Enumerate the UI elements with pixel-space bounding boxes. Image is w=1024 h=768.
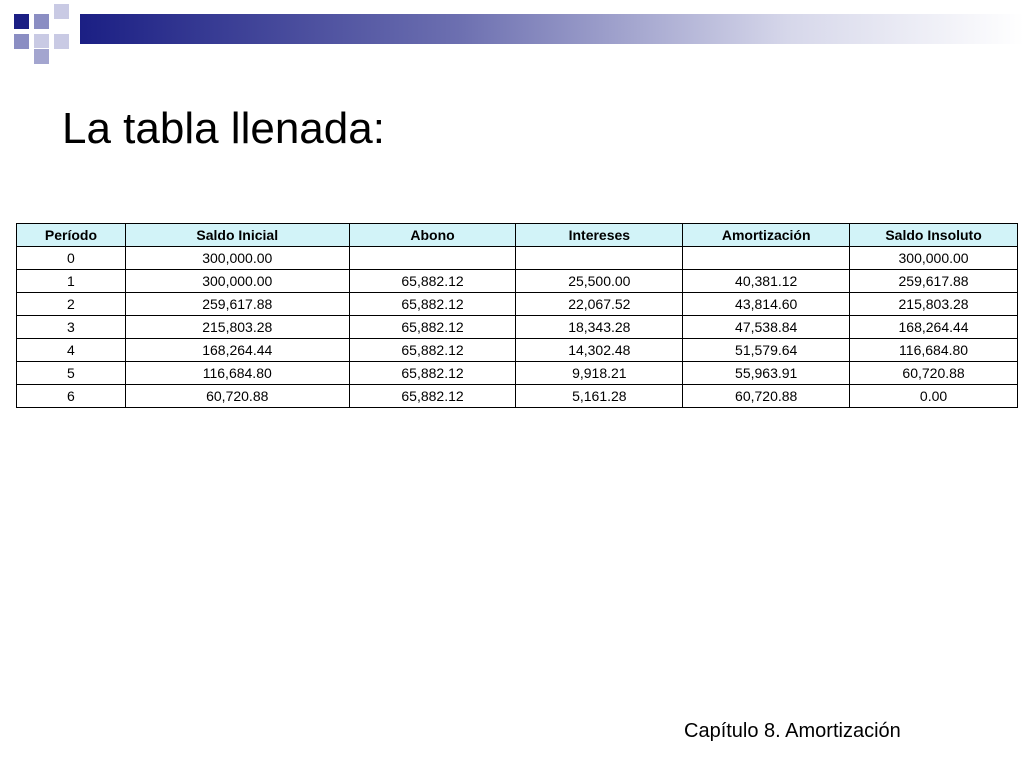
table-row: 6 60,720.88 65,882.12 5,161.28 60,720.88… xyxy=(16,384,1018,408)
decorative-square xyxy=(53,33,70,50)
cell-saldo-insoluto: 259,617.88 xyxy=(849,269,1018,293)
cell-amortizacion xyxy=(682,246,851,270)
cell-periodo: 4 xyxy=(16,338,126,362)
cell-amortizacion: 55,963.91 xyxy=(682,361,851,385)
cell-periodo: 6 xyxy=(16,384,126,408)
cell-saldo-inicial: 116,684.80 xyxy=(124,361,350,385)
cell-intereses: 18,343.28 xyxy=(515,315,684,339)
decorative-square xyxy=(13,13,30,30)
cell-intereses: 9,918.21 xyxy=(515,361,684,385)
cell-abono: 65,882.12 xyxy=(348,269,517,293)
cell-abono xyxy=(348,246,517,270)
amortization-table-container: Período Saldo Inicial Abono Intereses Am… xyxy=(16,223,1018,408)
cell-saldo-insoluto: 300,000.00 xyxy=(849,246,1018,270)
cell-abono: 65,882.12 xyxy=(348,361,517,385)
header-saldo-inicial: Saldo Inicial xyxy=(124,223,350,247)
cell-saldo-inicial: 259,617.88 xyxy=(124,292,350,316)
cell-amortizacion: 51,579.64 xyxy=(682,338,851,362)
cell-intereses xyxy=(515,246,684,270)
cell-intereses: 14,302.48 xyxy=(515,338,684,362)
cell-amortizacion: 60,720.88 xyxy=(682,384,851,408)
cell-saldo-insoluto: 168,264.44 xyxy=(849,315,1018,339)
cell-periodo: 5 xyxy=(16,361,126,385)
decorative-square xyxy=(13,33,30,50)
header-amortizacion: Amortización xyxy=(682,223,851,247)
header-saldo-insoluto: Saldo Insoluto xyxy=(849,223,1018,247)
cell-abono: 65,882.12 xyxy=(348,315,517,339)
table-row: 1 300,000.00 65,882.12 25,500.00 40,381.… xyxy=(16,269,1018,293)
cell-saldo-insoluto: 116,684.80 xyxy=(849,338,1018,362)
cell-saldo-inicial: 215,803.28 xyxy=(124,315,350,339)
cell-saldo-insoluto: 215,803.28 xyxy=(849,292,1018,316)
table-header-row: Período Saldo Inicial Abono Intereses Am… xyxy=(16,223,1018,247)
table-row: 5 116,684.80 65,882.12 9,918.21 55,963.9… xyxy=(16,361,1018,385)
cell-saldo-insoluto: 60,720.88 xyxy=(849,361,1018,385)
cell-periodo: 1 xyxy=(16,269,126,293)
table-row: 0 300,000.00 300,000.00 xyxy=(16,246,1018,270)
decorative-square xyxy=(33,48,50,65)
slide-footer: Capítulo 8. Amortización xyxy=(684,720,901,742)
cell-saldo-inicial: 60,720.88 xyxy=(124,384,350,408)
header-periodo: Período xyxy=(16,223,126,247)
cell-periodo: 2 xyxy=(16,292,126,316)
title-bar-decoration xyxy=(80,14,1024,44)
cell-intereses: 22,067.52 xyxy=(515,292,684,316)
cell-periodo: 0 xyxy=(16,246,126,270)
cell-amortizacion: 40,381.12 xyxy=(682,269,851,293)
cell-periodo: 3 xyxy=(16,315,126,339)
cell-amortizacion: 43,814.60 xyxy=(682,292,851,316)
table-row: 3 215,803.28 65,882.12 18,343.28 47,538.… xyxy=(16,315,1018,339)
cell-saldo-inicial: 168,264.44 xyxy=(124,338,350,362)
decorative-square xyxy=(33,13,50,30)
cell-abono: 65,882.12 xyxy=(348,338,517,362)
cell-saldo-inicial: 300,000.00 xyxy=(124,246,350,270)
cell-abono: 65,882.12 xyxy=(348,292,517,316)
decorative-square xyxy=(53,3,70,20)
cell-abono: 65,882.12 xyxy=(348,384,517,408)
header-intereses: Intereses xyxy=(515,223,684,247)
cell-saldo-inicial: 300,000.00 xyxy=(124,269,350,293)
header-abono: Abono xyxy=(348,223,517,247)
table-row: 2 259,617.88 65,882.12 22,067.52 43,814.… xyxy=(16,292,1018,316)
cell-amortizacion: 47,538.84 xyxy=(682,315,851,339)
table-row: 4 168,264.44 65,882.12 14,302.48 51,579.… xyxy=(16,338,1018,362)
cell-intereses: 25,500.00 xyxy=(515,269,684,293)
slide-title: La tabla llenada: xyxy=(62,104,385,153)
cell-intereses: 5,161.28 xyxy=(515,384,684,408)
amortization-table: Período Saldo Inicial Abono Intereses Am… xyxy=(16,223,1018,408)
cell-saldo-insoluto: 0.00 xyxy=(849,384,1018,408)
